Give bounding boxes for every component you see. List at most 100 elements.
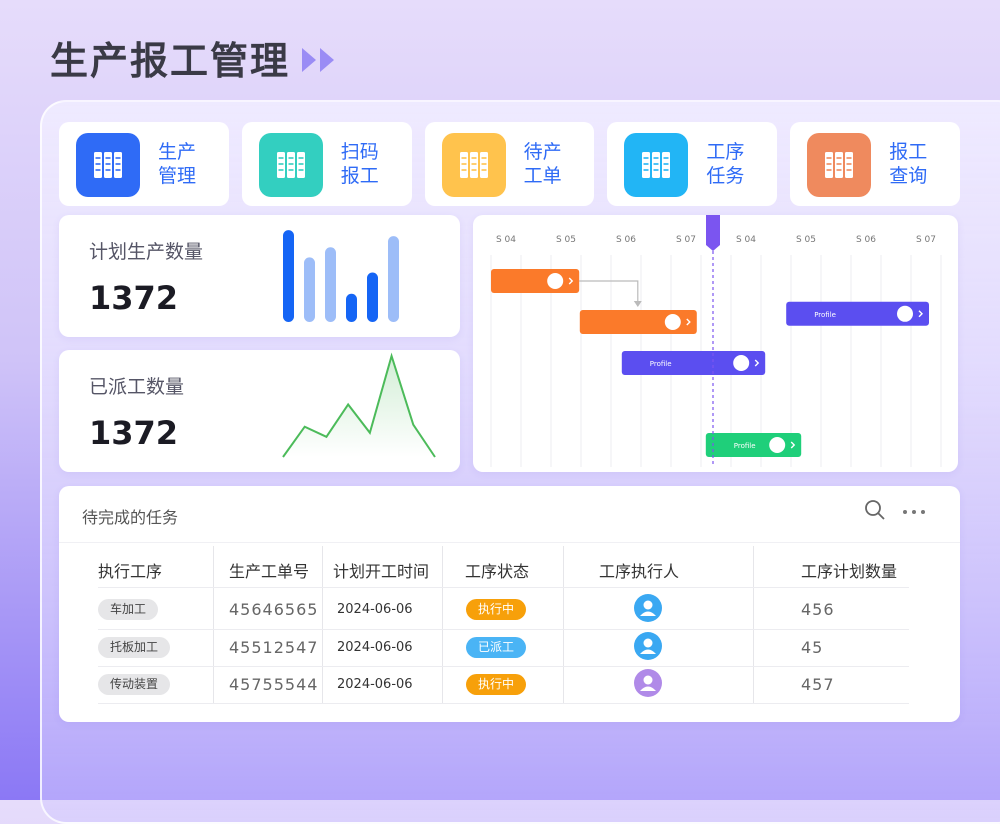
column-header: 生产工单号 [229, 562, 310, 581]
status-tag: 已派工 [466, 636, 527, 658]
menu: 生产 管理 扫码 报工 待产 工单 工序 任务 报工 查询 [59, 122, 960, 206]
menu-card[interactable]: 工序 任务 [607, 122, 778, 206]
mini-area [283, 356, 435, 457]
gantt-column-label: S 04 [496, 235, 516, 245]
stat-label: 计划生产数量 [89, 241, 204, 263]
gantt-handle [733, 355, 750, 371]
menu-icon [807, 133, 872, 197]
column-header: 计划开工时间 [333, 562, 430, 581]
gantt-bar [786, 301, 929, 326]
mini-bar [283, 230, 294, 322]
start-date: 2024-06-06 [337, 602, 413, 617]
gantt-column-label: S 07 [676, 235, 696, 245]
menu-label-line: 任务 [706, 165, 745, 187]
avatar-head [643, 675, 653, 685]
book [662, 152, 671, 178]
gantt-chevron [918, 310, 923, 318]
process-tag: 传动装置 [98, 674, 171, 695]
divider [59, 542, 960, 543]
status-tag: 执行中 [466, 599, 527, 620]
icon-books [642, 152, 671, 178]
book [114, 152, 122, 178]
book [825, 152, 834, 178]
row-separator [98, 629, 909, 630]
menu-label-line: 工单 [523, 165, 562, 187]
menu-card[interactable]: 生产 管理 [59, 122, 229, 206]
more-icon[interactable] [903, 510, 925, 514]
column-separator [213, 546, 214, 703]
stat-value: 1372 [89, 279, 179, 317]
column-header: 工序状态 [465, 562, 530, 581]
mini-chart [282, 352, 436, 458]
menu-card[interactable]: 扫码 报工 [241, 122, 412, 206]
menu-label-line: 查询 [889, 165, 928, 187]
process-tag: 车加工 [98, 599, 159, 620]
menu-label: 待产 工单 [524, 140, 562, 188]
menu-label: 扫码 报工 [341, 140, 379, 188]
menu-label-line: 报工 [340, 165, 379, 187]
stat-card: 已派工数量 1372 [59, 350, 460, 472]
mini-bar [367, 272, 378, 322]
gantt-handle [547, 273, 564, 289]
book [276, 152, 285, 178]
gantt-chart: S 04 S 05 S 06 S 07 S 04 S 05 S 06 S 07 Profile P… [490, 215, 972, 467]
book [94, 152, 102, 178]
book [652, 152, 661, 178]
book [286, 152, 295, 178]
table-tools [865, 500, 925, 520]
start-date: 2024-06-06 [337, 677, 413, 692]
order-number: 45755544 [229, 675, 319, 694]
menu-label: 报工 查询 [889, 140, 927, 188]
book [835, 152, 844, 178]
menu-icon [258, 133, 323, 197]
menu-label-line: 管理 [158, 165, 197, 187]
avatar-body [640, 686, 656, 691]
title-arrows [302, 48, 334, 72]
gantt-card: S 04 S 05 S 06 S 07 S 04 S 05 S 06 S 07 Profile P… [473, 215, 972, 472]
mini-bar [388, 236, 399, 322]
planned-quantity: 456 [801, 600, 835, 619]
table-title: 待完成的任务 [82, 508, 179, 527]
menu-icon [441, 133, 506, 197]
menu-label-line: 报工 [889, 141, 928, 163]
gantt-bar-label: Profile [814, 311, 836, 319]
stat-label: 已派工数量 [89, 376, 185, 398]
menu-icon [76, 133, 140, 197]
search-icon[interactable] [865, 500, 881, 516]
stat-value: 1372 [89, 414, 179, 452]
gantt-column-label: S 07 [916, 235, 936, 245]
book [104, 152, 112, 178]
assignee-avatar [634, 631, 662, 660]
menu-label: 工序 任务 [706, 140, 744, 188]
page-title: 生产报工管理 [50, 39, 291, 83]
order-number: 45646565 [229, 600, 319, 619]
gantt-link-arrow [633, 301, 642, 307]
task-table-card: 待完成的任务 执行工序 生产工单号 计划开工时间 工序状态 工序执行人 工序计划数量 车加工… [59, 486, 960, 722]
menu-label-line: 扫码 [340, 141, 379, 163]
gantt-column-label: S 05 [556, 235, 576, 245]
mini-bar [325, 247, 336, 322]
menu-label: 生产 管理 [158, 140, 196, 188]
column-header: 执行工序 [98, 562, 163, 581]
gantt-bar [621, 351, 766, 375]
avatar-head [643, 600, 653, 610]
menu-card[interactable]: 报工 查询 [790, 122, 960, 206]
book [479, 152, 488, 178]
gantt-column-label: S 05 [796, 235, 816, 245]
icon-books [276, 152, 305, 178]
avatar-body [640, 611, 656, 616]
today-marker [706, 215, 720, 251]
menu-label-line: 工序 [706, 141, 745, 163]
book [845, 152, 854, 178]
gantt-bar-label: Profile [650, 360, 672, 368]
gantt-chevron [754, 359, 760, 367]
menu-icon [624, 133, 689, 197]
gantt-bar [491, 269, 580, 293]
row-separator [98, 666, 909, 667]
gantt-chevron [568, 277, 574, 285]
row-separator [98, 587, 909, 588]
menu-card[interactable]: 待产 工单 [424, 122, 595, 206]
assignee-avatar [634, 594, 662, 622]
icon-books [825, 152, 854, 178]
